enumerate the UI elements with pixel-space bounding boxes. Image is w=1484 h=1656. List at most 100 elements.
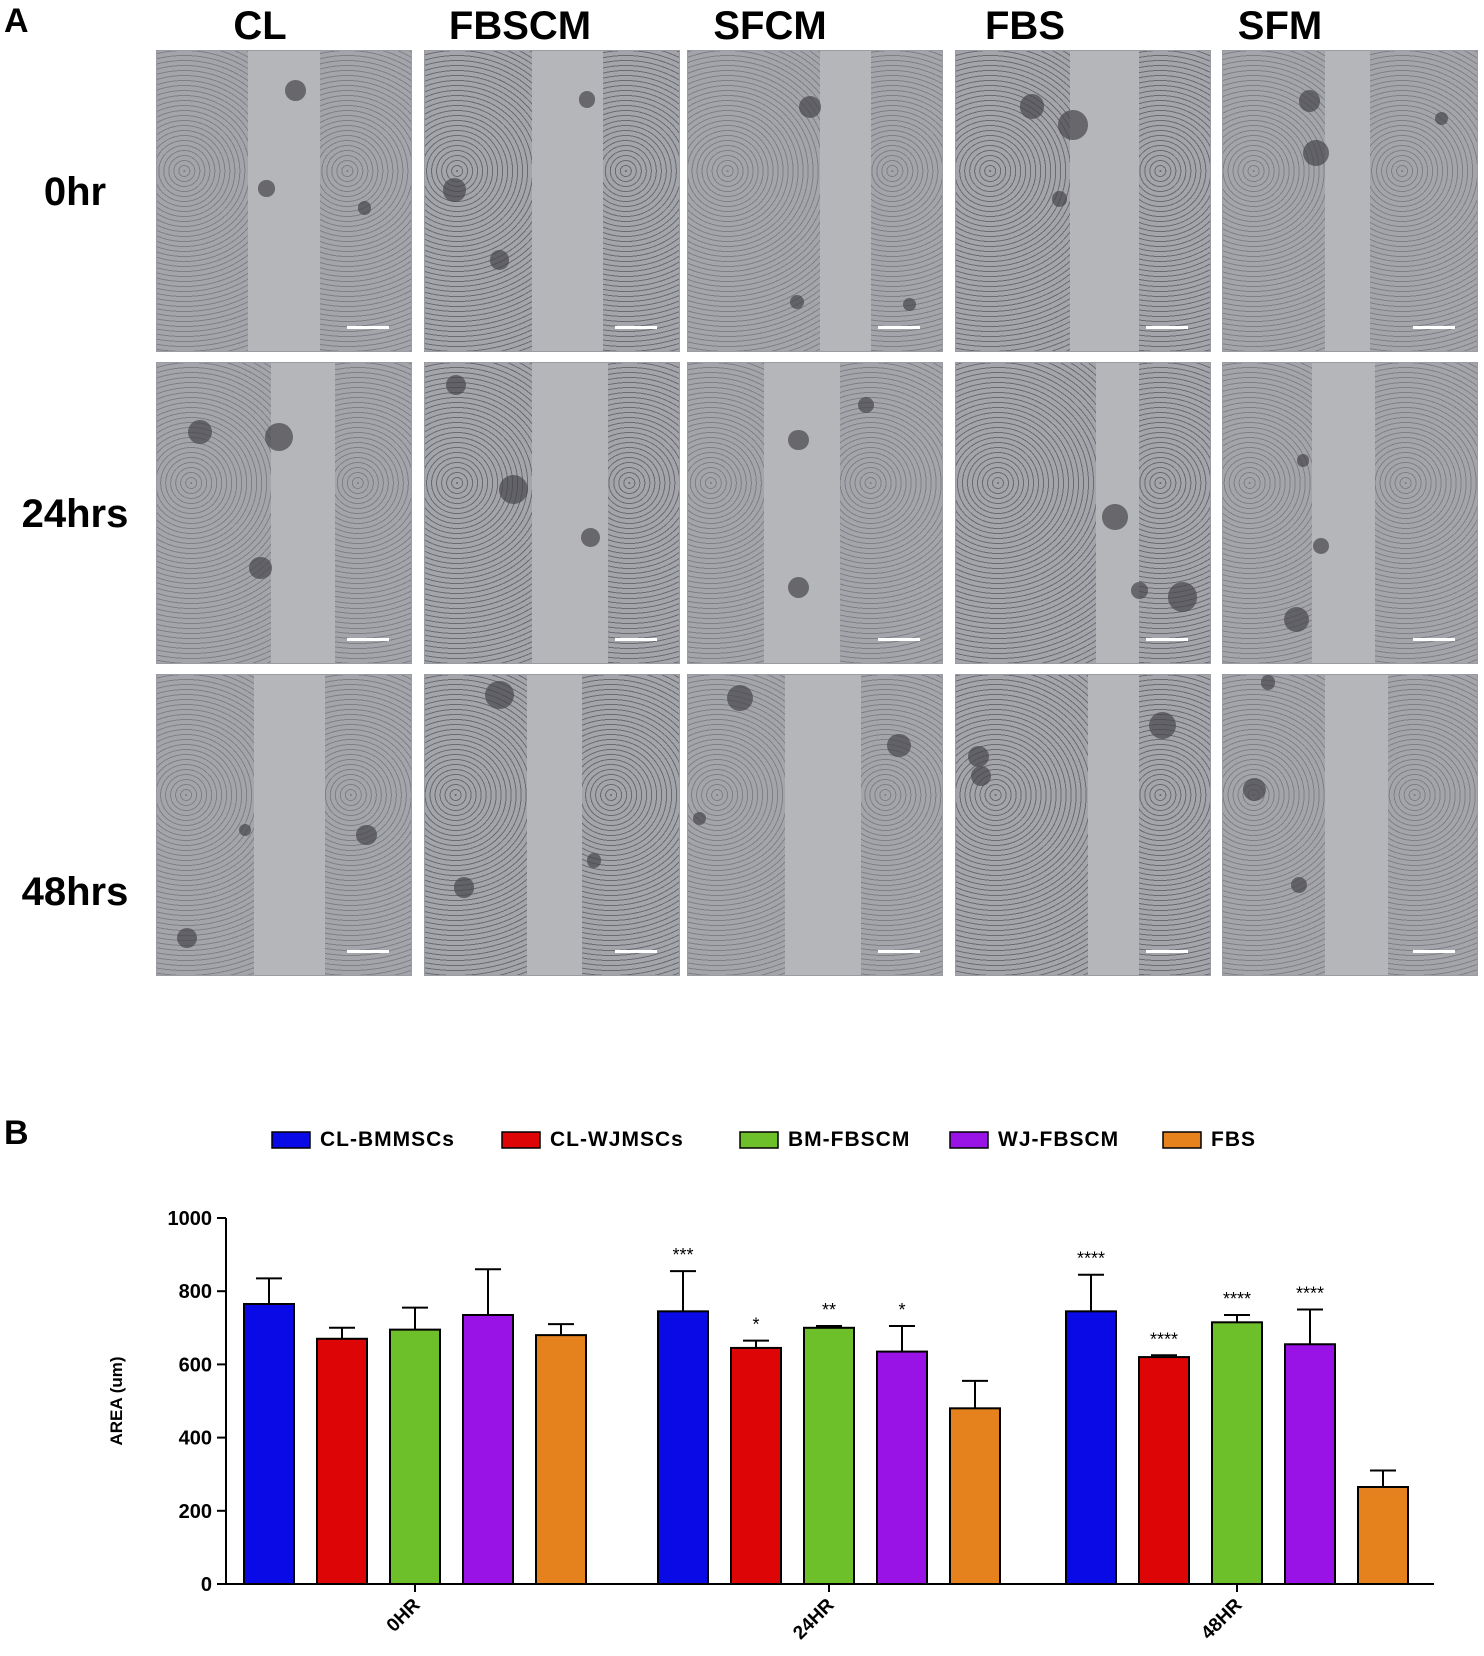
bar — [1138, 1356, 1190, 1585]
significance-label: **** — [1296, 1284, 1324, 1304]
cell-cluster — [177, 927, 198, 948]
significance-label: **** — [1150, 1329, 1178, 1349]
micrograph-fbscm-24hrs — [424, 362, 680, 664]
cell-layer-left — [688, 363, 765, 663]
cell-cluster — [356, 824, 377, 845]
cell-layer-right — [1388, 675, 1477, 975]
micrograph-cl-48hrs — [156, 674, 412, 976]
legend-label: WJ-FBSCM — [998, 1128, 1119, 1151]
micrograph-fbscm-0hr — [424, 50, 680, 352]
micrograph-sfm-0hr — [1222, 50, 1478, 352]
legend-swatch — [1162, 1131, 1202, 1149]
micrograph-fbs-48hrs — [955, 674, 1211, 976]
scale-bar — [1146, 326, 1188, 329]
cell-cluster — [857, 396, 875, 413]
cell-cluster — [902, 298, 916, 312]
cell-cluster — [239, 824, 252, 837]
cell-cluster — [264, 423, 293, 452]
column-header-sfcm: SFCM — [713, 4, 827, 48]
cell-layer-left — [157, 363, 272, 663]
cell-cluster — [586, 852, 602, 868]
scratch-gap — [784, 675, 861, 975]
bar — [1284, 1343, 1336, 1585]
cell-cluster — [1298, 90, 1321, 112]
cell-layer-left — [425, 675, 527, 975]
scratch-gap — [1324, 51, 1371, 351]
scale-bar — [347, 638, 389, 641]
x-tick-label: 0HR — [383, 1594, 425, 1636]
cell-cluster — [1167, 582, 1198, 612]
legend-label: BM-FBSCM — [788, 1128, 910, 1151]
scratch-gap — [820, 51, 871, 351]
bar — [803, 1326, 855, 1586]
cell-cluster — [1296, 454, 1310, 467]
bar — [389, 1328, 441, 1585]
panel-a-label: A — [4, 2, 29, 40]
cell-cluster — [1102, 504, 1128, 530]
row-label-24hrs: 24hrs — [21, 492, 129, 536]
y-tick-label: 800 — [179, 1281, 212, 1303]
cell-cluster — [248, 556, 272, 580]
cell-cluster — [1290, 876, 1307, 893]
scratch-gap — [1324, 675, 1389, 975]
legend-swatch — [501, 1131, 541, 1149]
cell-cluster — [726, 684, 754, 712]
scale-bar — [878, 638, 920, 641]
scratch-gap — [271, 363, 335, 663]
scale-bar — [347, 326, 389, 329]
cell-cluster — [788, 430, 809, 451]
cell-layer-right — [1370, 51, 1477, 351]
cell-layer-right — [1138, 51, 1210, 351]
scale-bar — [878, 950, 920, 953]
cell-layer-right — [607, 363, 679, 663]
cell-cluster — [692, 811, 707, 826]
cell-layer-left — [425, 51, 532, 351]
scratch-gap — [1088, 675, 1139, 975]
micrograph-sfcm-48hrs — [687, 674, 943, 976]
row-label-0hr: 0hr — [43, 170, 107, 214]
cell-cluster — [1131, 581, 1149, 599]
cell-cluster — [357, 201, 372, 215]
scale-bar — [1413, 950, 1455, 953]
scale-bar — [347, 950, 389, 953]
cell-cluster — [1242, 777, 1266, 802]
column-header-fbscm: FBSCM — [448, 4, 592, 48]
significance-label: **** — [1077, 1249, 1105, 1269]
column-header-cl: CL — [233, 4, 287, 48]
y-tick-label: 200 — [179, 1501, 212, 1523]
legend-label: CL-BMMSCs — [320, 1128, 455, 1151]
x-tick-label: 24HR — [789, 1594, 838, 1643]
bar — [949, 1407, 1001, 1585]
bar — [243, 1303, 295, 1585]
bar — [1065, 1310, 1117, 1586]
bar — [1357, 1486, 1409, 1586]
micrograph-cl-0hr — [156, 50, 412, 352]
cell-cluster — [1057, 110, 1088, 141]
cell-cluster — [789, 294, 804, 309]
cell-cluster — [1312, 537, 1329, 554]
scratch-gap — [1070, 51, 1139, 351]
significance-label: **** — [1223, 1289, 1251, 1309]
y-tick-label: 0 — [201, 1574, 212, 1596]
y-tick-label: 1000 — [168, 1208, 213, 1230]
legend-swatch — [271, 1131, 311, 1149]
bar — [876, 1350, 928, 1585]
cell-cluster — [1148, 712, 1176, 740]
cell-cluster — [1283, 606, 1310, 633]
scale-bar — [615, 950, 657, 953]
cell-cluster — [1434, 111, 1449, 126]
scale-bar — [1413, 638, 1455, 641]
micrograph-sfcm-0hr — [687, 50, 943, 352]
micrograph-fbscm-48hrs — [424, 674, 680, 976]
cell-cluster — [188, 420, 212, 444]
bar — [730, 1346, 782, 1585]
cell-cluster — [799, 95, 822, 118]
x-tick-label: 48HR — [1197, 1594, 1246, 1643]
cell-cluster — [1303, 140, 1330, 167]
scale-bar — [1146, 638, 1188, 641]
significance-label: *** — [672, 1245, 693, 1265]
legend-swatch — [739, 1131, 779, 1149]
cell-cluster — [453, 877, 475, 898]
cell-layer-right — [840, 363, 942, 663]
scale-bar — [1146, 950, 1188, 953]
